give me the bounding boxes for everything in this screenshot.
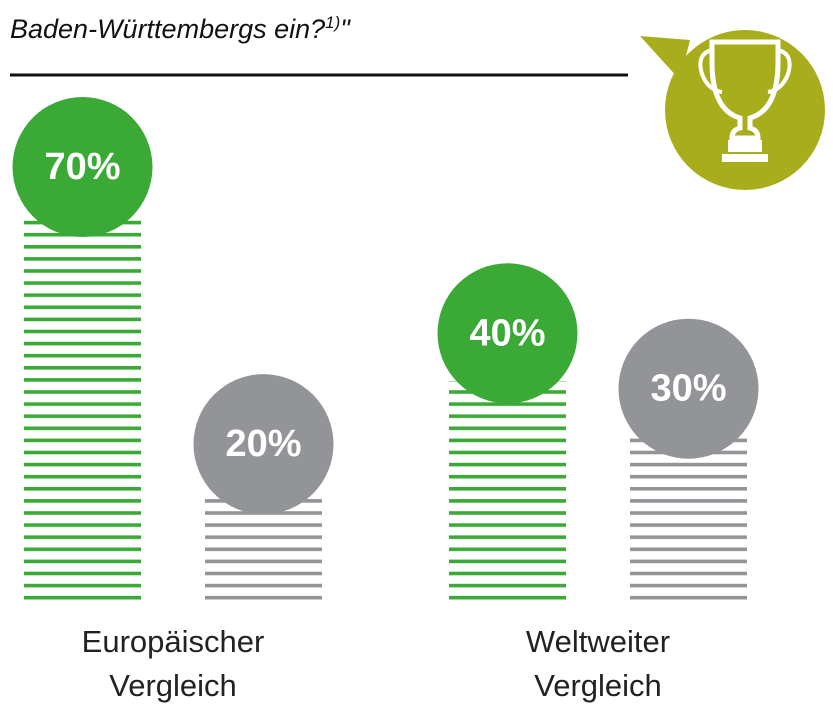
category-label: Weltweiter Vergleich [525, 624, 671, 703]
value-label: 30% [650, 368, 726, 410]
value-label: 40% [469, 312, 545, 354]
title-quote: " [340, 14, 351, 44]
trophy-badge [640, 30, 825, 190]
value-bubble [12, 97, 153, 237]
chart-title: Baden-Württembergs ein?1)" [10, 13, 351, 44]
value-bubble [618, 318, 759, 459]
bar [449, 381, 566, 603]
bar [24, 215, 141, 603]
value-bubble [437, 263, 578, 404]
title-footnote: 1) [325, 13, 340, 32]
category-label: Europäischer Vergleich [81, 624, 265, 703]
value-label: 70% [44, 146, 120, 188]
bar [630, 436, 747, 603]
title-text: Baden-Württembergs ein? [10, 14, 325, 44]
value-bubble [193, 374, 334, 515]
value-label: 20% [225, 423, 301, 465]
